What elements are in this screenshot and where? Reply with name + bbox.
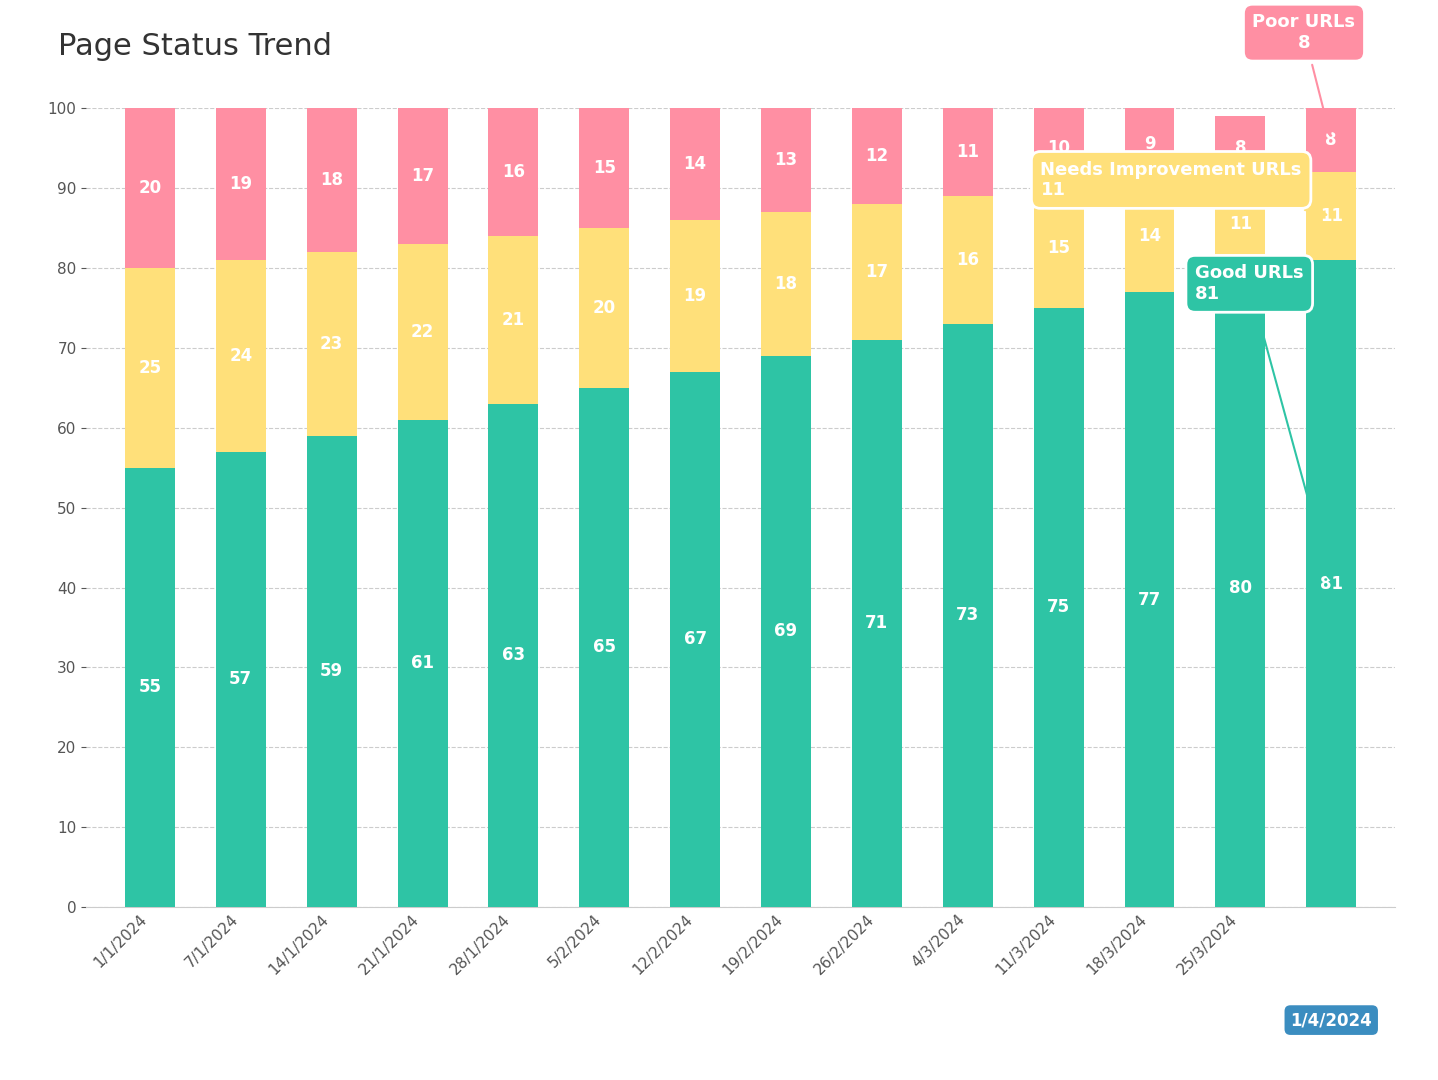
Text: 17: 17 [411,167,434,185]
Bar [1034,188,1084,308]
Text: 11: 11 [1229,215,1252,233]
Bar [216,108,266,260]
Bar [761,212,811,355]
Bar [306,252,357,435]
Bar [216,451,266,907]
Bar [1034,308,1084,907]
Text: 16: 16 [502,163,525,181]
Text: 18: 18 [321,171,344,189]
Text: Needs Improvement URLs
11: Needs Improvement URLs 11 [1041,161,1326,217]
Bar [1306,260,1356,907]
Bar [851,340,902,907]
Text: 20: 20 [592,299,615,316]
Bar [580,108,630,228]
Text: 81: 81 [1320,575,1343,593]
Bar [397,244,447,420]
Bar [489,404,538,907]
Text: 10: 10 [1047,139,1070,157]
Text: Page Status Trend: Page Status Trend [58,32,332,62]
Bar [489,235,538,404]
Text: 14: 14 [683,154,706,173]
Bar [1125,108,1175,180]
Bar [670,108,720,220]
Text: 17: 17 [866,262,889,281]
Text: 1/4/2024: 1/4/2024 [1290,1011,1372,1029]
Text: 59: 59 [321,662,344,680]
Text: 67: 67 [683,631,706,648]
Bar [670,220,720,372]
Text: 65: 65 [592,638,615,657]
Text: 22: 22 [411,323,434,341]
Text: Poor URLs
8: Poor URLs 8 [1252,13,1356,135]
Text: 25: 25 [138,359,161,377]
Bar [943,324,992,907]
Text: 21: 21 [502,311,525,328]
Bar [306,108,357,252]
Bar [1306,172,1356,260]
Bar [943,108,992,195]
Text: 11: 11 [956,143,979,161]
Bar [1215,116,1265,180]
Bar [580,388,630,907]
Text: 18: 18 [775,274,798,293]
Text: 75: 75 [1047,598,1070,617]
Bar [397,108,447,244]
Text: 11: 11 [1320,207,1343,225]
Text: 24: 24 [229,347,253,365]
Bar [851,108,902,204]
Bar [761,108,811,212]
Bar [943,195,992,324]
Text: 80: 80 [1229,579,1252,596]
Bar [125,268,175,468]
Bar [1034,108,1084,188]
Text: 8: 8 [1326,131,1337,149]
Text: 15: 15 [592,159,615,177]
Text: 73: 73 [956,607,979,624]
Text: 14: 14 [1137,227,1160,245]
Bar [1125,292,1175,907]
Bar [489,108,538,235]
Text: 63: 63 [502,647,525,664]
Text: 20: 20 [138,179,161,197]
Text: 15: 15 [1047,239,1070,257]
Text: Good URLs
81: Good URLs 81 [1195,265,1332,579]
Bar [306,435,357,907]
Bar [125,468,175,907]
Bar [580,228,630,388]
Text: 71: 71 [866,615,889,633]
Text: 61: 61 [411,654,434,673]
Text: 55: 55 [138,678,161,697]
Text: 57: 57 [229,671,252,688]
Text: 16: 16 [956,251,979,269]
Text: 23: 23 [321,335,344,353]
Bar [851,204,902,340]
Text: 12: 12 [866,147,889,165]
Bar [1215,180,1265,268]
Text: 19: 19 [683,287,706,305]
Text: 77: 77 [1137,591,1160,608]
Bar [1215,268,1265,907]
Text: 19: 19 [229,175,252,193]
Bar [761,355,811,907]
Bar [397,420,447,907]
Bar [1125,180,1175,292]
Text: 8: 8 [1235,139,1247,157]
Text: 69: 69 [775,622,798,640]
Text: 13: 13 [775,151,798,168]
Bar [216,260,266,451]
Bar [1306,108,1356,172]
Bar [125,108,175,268]
Text: 9: 9 [1143,135,1155,153]
Bar [670,372,720,907]
